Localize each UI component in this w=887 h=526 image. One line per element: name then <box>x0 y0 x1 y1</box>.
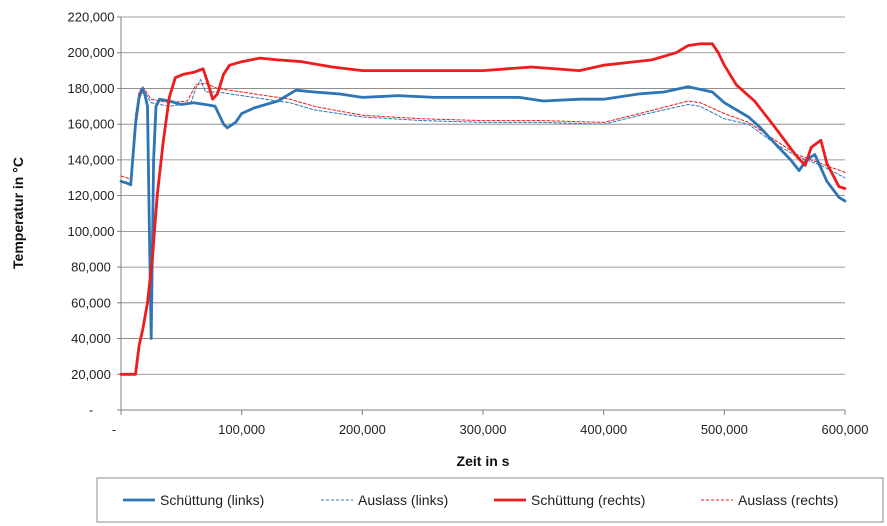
x-tick-label: 200,000 <box>339 422 386 437</box>
legend-frame <box>96 477 884 523</box>
y-tick-label: 160,000 <box>68 117 115 132</box>
x-tick-labels: - 100,000 200,000 300,000 400,000 500,000 600,… <box>112 410 869 437</box>
legend-label: Auslass (links) <box>358 492 448 508</box>
legend-items: Schüttung (links) Auslass (links) Schüttun… <box>123 492 838 508</box>
x-tick-label: - <box>112 422 116 437</box>
y-tick-label: 220,000 <box>68 10 115 25</box>
legend-label: Auslass (rechts) <box>738 492 838 508</box>
y-tick-label: 60,000 <box>71 295 111 310</box>
y-tick-label: 140,000 <box>68 152 115 167</box>
legend: Schüttung (links) Auslass (links) Schüttun… <box>96 477 884 523</box>
x-tick-label: 300,000 <box>460 422 507 437</box>
y-tick-label: 200,000 <box>68 45 115 60</box>
y-tick-labels: - 20,000 40,000 60,000 80,000 100,000 120,000 1… <box>68 10 121 418</box>
series-line-2 <box>120 79 846 186</box>
y-tick-label: 40,000 <box>71 331 111 346</box>
series-line-4 <box>120 82 846 181</box>
y-tick-label: 80,000 <box>71 260 111 275</box>
x-tick-label: 600,000 <box>822 422 869 437</box>
series-line-3 <box>119 42 847 376</box>
series-lines <box>119 42 847 376</box>
gridlines <box>121 16 845 375</box>
x-tick-label: 500,000 <box>701 422 748 437</box>
y-tick-label: 120,000 <box>68 188 115 203</box>
x-tick-label: 400,000 <box>580 422 627 437</box>
y-tick-label: 20,000 <box>71 367 111 382</box>
axes <box>120 17 845 411</box>
y-axis-title: Temperatur in °C <box>10 157 26 269</box>
x-axis-title: Zeit in s <box>457 453 510 469</box>
legend-label: Schüttung (links) <box>160 492 264 508</box>
y-tick-label: 180,000 <box>68 81 115 96</box>
x-tick-label: 100,000 <box>218 422 265 437</box>
legend-label: Schüttung (rechts) <box>531 492 645 508</box>
y-tick-label: 100,000 <box>68 224 115 239</box>
y-tick-label: - <box>89 403 93 418</box>
